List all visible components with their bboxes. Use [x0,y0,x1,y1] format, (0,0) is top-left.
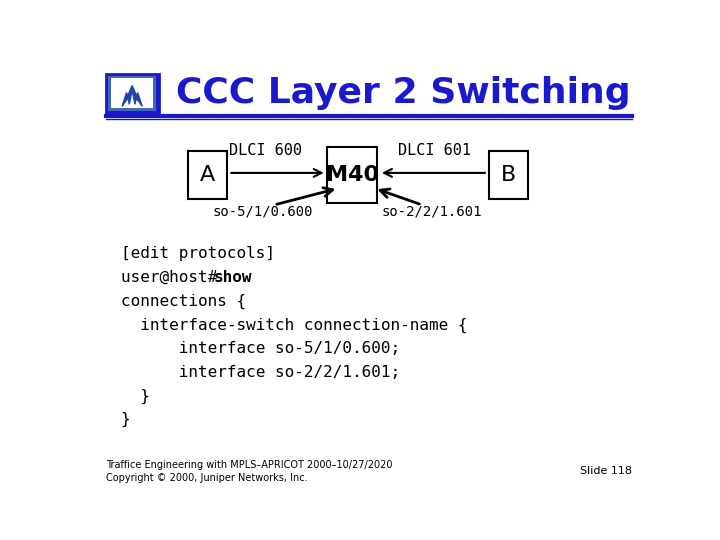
Text: so-2/2/1.601: so-2/2/1.601 [382,205,482,219]
Bar [188,151,227,199]
Text: connections {: connections { [121,294,246,309]
FancyBboxPatch shape [106,74,158,113]
Text: A: A [199,165,215,185]
Text: B: B [501,165,516,185]
Polygon shape [122,85,142,106]
Bar [327,147,377,203]
Text: }: } [121,413,130,428]
Bar [489,151,528,199]
FancyBboxPatch shape [111,78,153,109]
Text: show: show [214,270,253,285]
Text: interface so-5/1/0.600;: interface so-5/1/0.600; [121,341,400,356]
Text: DLCI 601: DLCI 601 [398,144,472,158]
Text: DLCI 600: DLCI 600 [229,144,302,158]
Text: user@host#: user@host# [121,270,227,285]
Text: [edit protocols]: [edit protocols] [121,246,275,261]
Text: so-5/1/0.600: so-5/1/0.600 [212,205,313,219]
Text: CCC Layer 2 Switching: CCC Layer 2 Switching [176,76,631,110]
Text: interface so-2/2/1.601;: interface so-2/2/1.601; [121,365,400,380]
Text: interface-switch connection-name {: interface-switch connection-name { [121,318,467,333]
Text: }: } [121,389,150,404]
Text: Traffice Engineering with MPLS–APRICOT 2000–10/27/2020
Copyright © 2000, Juniper: Traffice Engineering with MPLS–APRICOT 2… [106,460,392,483]
FancyBboxPatch shape [109,76,156,111]
Text: M40: M40 [325,165,379,185]
Text: Slide 118: Slide 118 [580,467,632,476]
